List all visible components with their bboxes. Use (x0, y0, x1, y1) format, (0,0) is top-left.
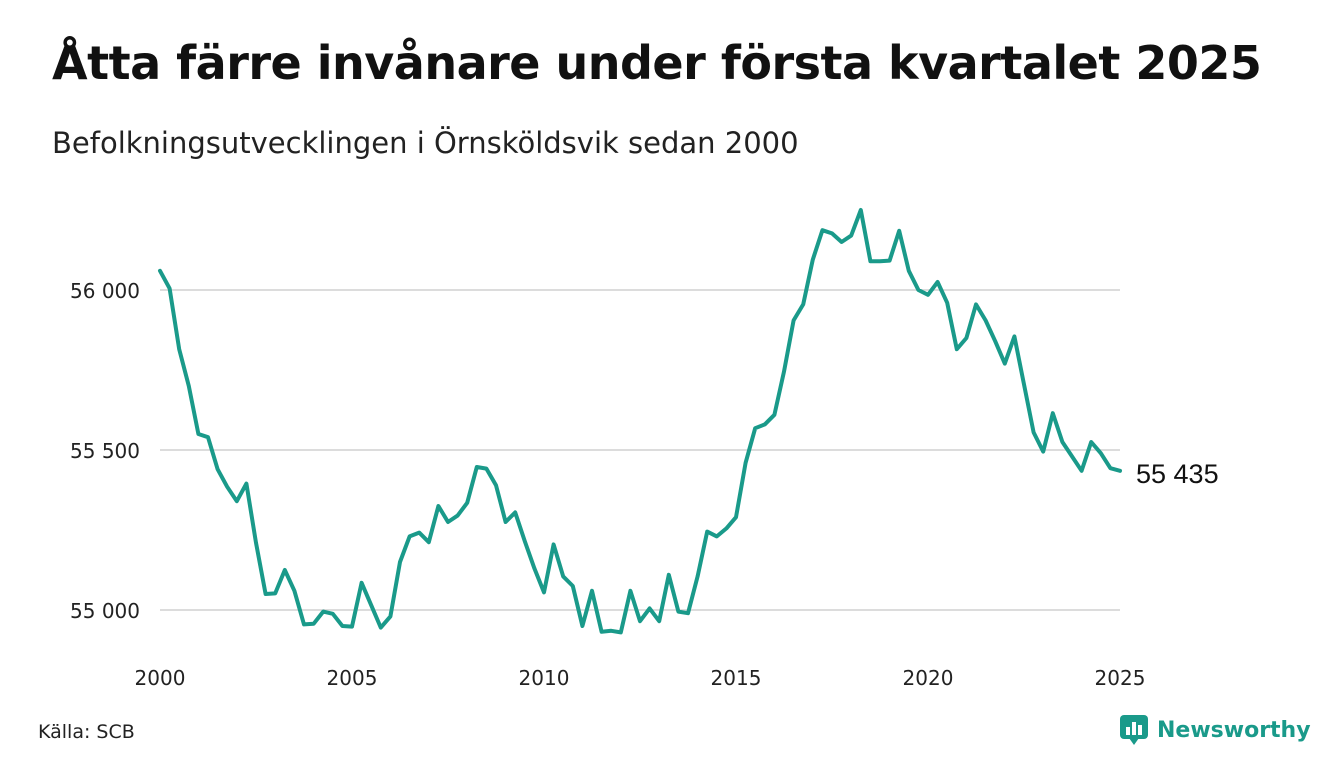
newsworthy-logo-icon (1120, 715, 1148, 745)
end-label-layer: 55 435 (1136, 459, 1219, 489)
x-axis-tick-labels: 2000 2005 2010 2015 2020 2025 (135, 666, 1146, 690)
gridlines (160, 289, 1120, 611)
x-tick-label: 2015 (711, 666, 762, 690)
chart-subtitle: Befolkningsutvecklingen i Örnsköldsvik s… (52, 126, 799, 160)
x-tick-label: 2000 (135, 666, 186, 690)
x-tick-label: 2005 (327, 666, 378, 690)
y-tick-label: 55 000 (70, 599, 140, 623)
y-tick-label: 55 500 (70, 439, 140, 463)
x-tick-label: 2020 (903, 666, 954, 690)
x-tick-label: 2025 (1095, 666, 1146, 690)
y-tick-label: 56 000 (70, 279, 140, 303)
x-tick-label: 2010 (519, 666, 570, 690)
series-line (158, 208, 1122, 635)
source-note: Källa: SCB (38, 721, 135, 743)
brand-name: Newsworthy (1157, 717, 1311, 743)
y-axis-tick-labels: 55 000 55 500 56 000 (70, 279, 140, 623)
brand-logo: Newsworthy (1119, 714, 1311, 746)
end-value-label: 55 435 (1136, 459, 1219, 489)
series-layer (158, 208, 1122, 635)
chart-title: Åtta färre invånare under första kvartal… (52, 36, 1262, 90)
